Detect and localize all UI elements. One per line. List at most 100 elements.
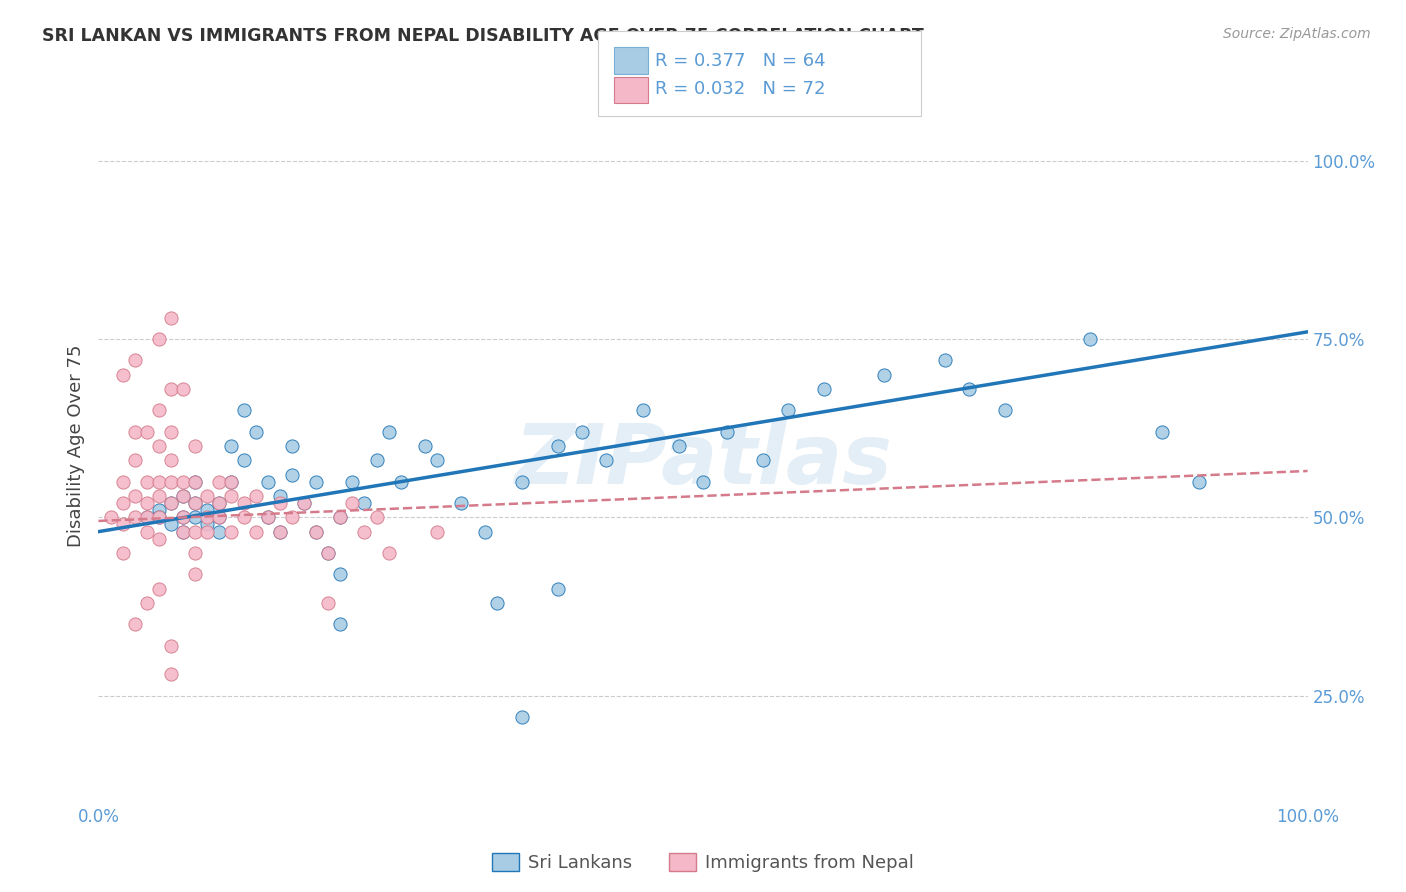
Point [281, 467, 304, 482]
Point [329, 510, 352, 524]
Point [256, 475, 278, 489]
Point [124, 453, 146, 467]
Point [195, 524, 218, 539]
Point [148, 489, 170, 503]
Point [752, 453, 775, 467]
Point [716, 425, 738, 439]
Point [305, 475, 328, 489]
Point [426, 524, 449, 539]
Point [160, 310, 183, 325]
Point [281, 439, 304, 453]
Point [195, 517, 218, 532]
Point [184, 475, 207, 489]
Point [232, 453, 254, 467]
Point [172, 524, 194, 539]
Point [221, 524, 243, 539]
Point [135, 596, 157, 610]
Point [1078, 332, 1101, 346]
Point [245, 425, 267, 439]
Point [245, 524, 267, 539]
Point [316, 596, 339, 610]
Point [100, 510, 122, 524]
Point [316, 546, 339, 560]
Point [148, 532, 170, 546]
Point [631, 403, 654, 417]
Point [692, 475, 714, 489]
Point [377, 546, 399, 560]
Point [184, 524, 207, 539]
Point [1152, 425, 1174, 439]
Point [160, 496, 183, 510]
Point [184, 546, 207, 560]
Point [148, 475, 170, 489]
Point [474, 524, 496, 539]
Point [172, 489, 194, 503]
Point [269, 496, 291, 510]
Point [124, 510, 146, 524]
Point [172, 524, 194, 539]
Point [160, 667, 183, 681]
Point [776, 403, 799, 417]
Point [353, 524, 375, 539]
Point [245, 489, 267, 503]
Point [208, 510, 231, 524]
Point [184, 439, 207, 453]
Point [595, 453, 617, 467]
Point [135, 475, 157, 489]
Point [111, 368, 134, 382]
Point [208, 496, 231, 510]
Point [172, 510, 194, 524]
Point [111, 546, 134, 560]
Point [184, 496, 207, 510]
Point [413, 439, 436, 453]
Point [172, 489, 194, 503]
Point [957, 382, 980, 396]
Point [111, 517, 134, 532]
Point [256, 510, 278, 524]
Point [486, 596, 509, 610]
Point [184, 475, 207, 489]
Point [994, 403, 1017, 417]
Point [148, 510, 170, 524]
Point [148, 403, 170, 417]
Point [184, 567, 207, 582]
Point [329, 510, 352, 524]
Point [135, 510, 157, 524]
Point [148, 582, 170, 596]
Point [221, 475, 243, 489]
Point [510, 710, 533, 724]
Point [934, 353, 956, 368]
Point [148, 439, 170, 453]
Point [547, 582, 569, 596]
Point [305, 524, 328, 539]
Point [160, 639, 183, 653]
Point [135, 496, 157, 510]
Point [135, 510, 157, 524]
Point [813, 382, 835, 396]
Point [172, 382, 194, 396]
Point [195, 503, 218, 517]
Point [377, 425, 399, 439]
Point [184, 510, 207, 524]
Point [148, 332, 170, 346]
Point [195, 510, 218, 524]
Point [366, 510, 388, 524]
Point [148, 510, 170, 524]
Point [124, 353, 146, 368]
Point [208, 475, 231, 489]
Point [184, 496, 207, 510]
Point [292, 496, 315, 510]
Point [316, 546, 339, 560]
Text: SRI LANKAN VS IMMIGRANTS FROM NEPAL DISABILITY AGE OVER 75 CORRELATION CHART: SRI LANKAN VS IMMIGRANTS FROM NEPAL DISA… [42, 27, 924, 45]
Point [329, 567, 352, 582]
Point [160, 475, 183, 489]
Point [124, 489, 146, 503]
Point [232, 403, 254, 417]
Point [342, 496, 364, 510]
Point [124, 617, 146, 632]
Point [232, 496, 254, 510]
Point [124, 425, 146, 439]
Point [135, 425, 157, 439]
Point [305, 524, 328, 539]
Point [232, 510, 254, 524]
